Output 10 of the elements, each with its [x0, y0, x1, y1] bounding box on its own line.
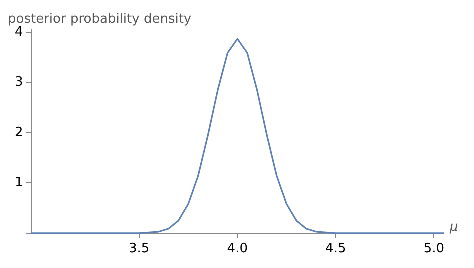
x-tick-label: 5.0	[424, 242, 445, 257]
y-tick-label: 1	[14, 176, 24, 191]
x-tick-label: 3.5	[129, 242, 150, 257]
x-tick-label: 4.0	[227, 242, 248, 257]
x-axis-title: μ	[449, 220, 458, 235]
y-tick-label: 4	[14, 24, 24, 40]
x-tick-label: 4.5	[326, 242, 346, 257]
y-tick-label: 3	[14, 75, 24, 90]
y-axis-title: posterior probability density	[8, 12, 192, 27]
y-tick-label: 2	[14, 125, 24, 140]
